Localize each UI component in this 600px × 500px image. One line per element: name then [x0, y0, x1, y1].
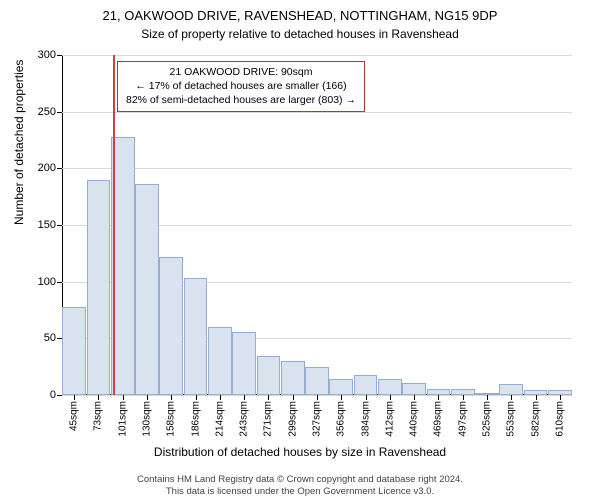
- x-tick-label: 356sqm: [336, 401, 347, 437]
- histogram-bar: [208, 327, 232, 395]
- x-tick-mark: [390, 395, 391, 400]
- callout-line: ← 17% of detached houses are smaller (16…: [126, 79, 356, 93]
- y-tick-label: 50: [44, 332, 56, 344]
- histogram-bar: [184, 278, 208, 395]
- x-tick-label: 158sqm: [166, 401, 177, 437]
- histogram-bar: [329, 379, 353, 395]
- property-marker-line: [113, 55, 115, 395]
- x-tick-label: 327sqm: [312, 401, 323, 437]
- callout-line: 21 OAKWOOD DRIVE: 90sqm: [126, 65, 356, 79]
- y-tick-mark: [57, 168, 62, 169]
- x-tick-mark: [147, 395, 148, 400]
- x-tick-mark: [511, 395, 512, 400]
- y-tick-label: 0: [50, 389, 56, 401]
- y-tick-label: 100: [38, 276, 56, 288]
- x-tick-label: 271sqm: [263, 401, 274, 437]
- x-tick-mark: [98, 395, 99, 400]
- histogram-bar: [159, 257, 183, 395]
- attribution: Contains HM Land Registry data © Crown c…: [0, 474, 600, 498]
- x-tick-label: 553sqm: [506, 401, 517, 437]
- histogram-bar: [281, 361, 305, 395]
- histogram-bar: [402, 383, 426, 395]
- x-tick-mark: [341, 395, 342, 400]
- y-tick-mark: [57, 225, 62, 226]
- y-tick-mark: [57, 282, 62, 283]
- x-tick-mark: [123, 395, 124, 400]
- x-tick-mark: [293, 395, 294, 400]
- histogram-bar: [232, 332, 256, 395]
- x-tick-mark: [268, 395, 269, 400]
- gridline: [62, 112, 572, 113]
- y-tick-label: 250: [38, 106, 56, 118]
- chart-container: 21, OAKWOOD DRIVE, RAVENSHEAD, NOTTINGHA…: [0, 0, 600, 500]
- y-axis-title: Number of detached properties: [12, 60, 26, 225]
- x-tick-label: 469sqm: [433, 401, 444, 437]
- x-tick-mark: [414, 395, 415, 400]
- plot-area: 05010015020025030045sqm73sqm101sqm130sqm…: [62, 55, 572, 395]
- histogram-bar: [87, 180, 111, 395]
- x-tick-mark: [196, 395, 197, 400]
- x-tick-label: 497sqm: [457, 401, 468, 437]
- x-tick-mark: [536, 395, 537, 400]
- x-tick-mark: [366, 395, 367, 400]
- x-tick-label: 582sqm: [530, 401, 541, 437]
- callout-line: 82% of semi-detached houses are larger (…: [126, 93, 356, 107]
- x-tick-label: 45sqm: [69, 401, 80, 431]
- x-tick-label: 412sqm: [384, 401, 395, 437]
- x-tick-label: 186sqm: [190, 401, 201, 437]
- y-tick-mark: [57, 112, 62, 113]
- y-tick-mark: [57, 395, 62, 396]
- x-tick-label: 384sqm: [360, 401, 371, 437]
- x-tick-label: 525sqm: [482, 401, 493, 437]
- y-tick-mark: [57, 55, 62, 56]
- x-tick-mark: [220, 395, 221, 400]
- x-tick-label: 610sqm: [554, 401, 565, 437]
- x-tick-label: 440sqm: [409, 401, 420, 437]
- x-tick-mark: [171, 395, 172, 400]
- attribution-line2: This data is licensed under the Open Gov…: [0, 486, 600, 498]
- x-tick-mark: [463, 395, 464, 400]
- histogram-bar: [354, 375, 378, 395]
- x-tick-label: 243sqm: [239, 401, 250, 437]
- chart-subtitle: Size of property relative to detached ho…: [0, 27, 600, 41]
- x-tick-mark: [487, 395, 488, 400]
- y-tick-label: 200: [38, 162, 56, 174]
- histogram-bar: [305, 367, 329, 395]
- histogram-bar: [499, 384, 523, 395]
- x-tick-label: 73sqm: [93, 401, 104, 431]
- y-tick-label: 150: [38, 219, 56, 231]
- histogram-bar: [257, 356, 281, 395]
- histogram-bar: [62, 307, 86, 395]
- callout-box: 21 OAKWOOD DRIVE: 90sqm← 17% of detached…: [117, 61, 365, 112]
- x-tick-label: 214sqm: [214, 401, 225, 437]
- gridline: [62, 168, 572, 169]
- x-tick-mark: [74, 395, 75, 400]
- x-tick-label: 130sqm: [142, 401, 153, 437]
- chart-title: 21, OAKWOOD DRIVE, RAVENSHEAD, NOTTINGHA…: [0, 0, 600, 25]
- x-tick-mark: [438, 395, 439, 400]
- x-axis-title: Distribution of detached houses by size …: [0, 445, 600, 459]
- y-tick-label: 300: [38, 49, 56, 61]
- x-tick-mark: [244, 395, 245, 400]
- attribution-line1: Contains HM Land Registry data © Crown c…: [0, 474, 600, 486]
- histogram-bar: [135, 184, 159, 395]
- x-tick-mark: [317, 395, 318, 400]
- x-tick-label: 101sqm: [117, 401, 128, 437]
- x-tick-mark: [560, 395, 561, 400]
- x-tick-label: 299sqm: [287, 401, 298, 437]
- gridline: [62, 55, 572, 56]
- histogram-bar: [378, 379, 402, 395]
